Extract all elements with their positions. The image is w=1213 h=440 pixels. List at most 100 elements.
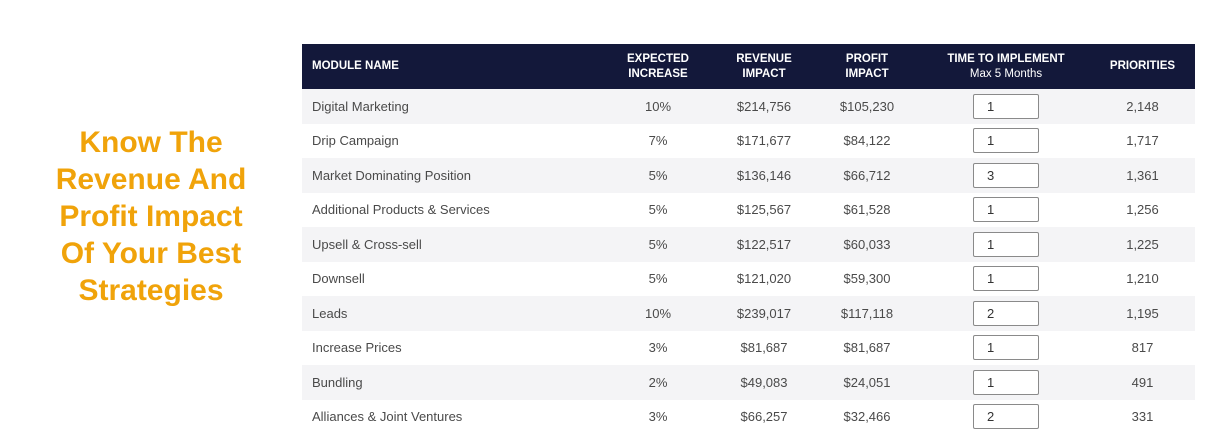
priority-cell: 1,195 bbox=[1126, 305, 1159, 321]
strategy-impact-table: MODULE NAME EXPECTED INCREASE REVENUE IM… bbox=[302, 44, 1195, 434]
time-to-implement-input[interactable]: 1 bbox=[973, 128, 1039, 154]
headline-line: Profit Impact bbox=[59, 200, 243, 233]
revenue-impact-cell: $66,257 bbox=[740, 409, 788, 425]
table-row: Market Dominating Position 5% $136,146 $… bbox=[302, 158, 1195, 193]
priority-cell: 1,361 bbox=[1126, 167, 1159, 183]
strategy-table-container: MODULE NAME EXPECTED INCREASE REVENUE IM… bbox=[302, 44, 1195, 434]
priority-cell: 331 bbox=[1131, 409, 1154, 425]
profit-impact-cell: $117,118 bbox=[840, 305, 894, 321]
time-to-implement-cell: 1 bbox=[922, 124, 1090, 159]
time-to-implement-cell: 2 bbox=[922, 296, 1090, 331]
module-name-cell: Leads bbox=[312, 305, 348, 321]
headline-line: Know The bbox=[79, 126, 223, 159]
expected-increase-cell: 3% bbox=[648, 340, 668, 356]
column-header-label: MODULE NAME bbox=[312, 60, 399, 72]
priority-cell: 2,148 bbox=[1126, 98, 1159, 114]
revenue-impact-cell: $49,083 bbox=[740, 374, 788, 390]
headline-line: Revenue And bbox=[55, 163, 247, 196]
column-header-revenue-impact: REVENUE IMPACT bbox=[716, 44, 812, 89]
expected-increase-cell: 10% bbox=[644, 305, 672, 321]
column-header-label: PROFIT bbox=[845, 52, 889, 65]
time-to-implement-input[interactable]: 1 bbox=[973, 266, 1039, 292]
profit-impact-cell: $61,528 bbox=[843, 202, 891, 218]
column-header-priorities: PRIORITIES bbox=[1090, 44, 1195, 89]
column-header-sublabel: Max 5 Months bbox=[969, 67, 1043, 80]
profit-impact-cell: $66,712 bbox=[843, 167, 891, 183]
expected-increase-cell: 10% bbox=[644, 98, 672, 114]
time-to-implement-cell: 1 bbox=[922, 89, 1090, 124]
time-to-implement-cell: 3 bbox=[922, 158, 1090, 193]
expected-increase-cell: 5% bbox=[648, 271, 668, 287]
time-to-implement-input[interactable]: 1 bbox=[973, 93, 1039, 119]
expected-increase-cell: 2% bbox=[648, 374, 668, 390]
headline: Know The Revenue And Profit Impact Of Yo… bbox=[22, 124, 280, 309]
time-to-implement-input[interactable]: 2 bbox=[973, 404, 1039, 430]
priority-cell: 1,717 bbox=[1126, 133, 1159, 149]
table-row: Bundling 2% $49,083 $24,051 1 491 bbox=[302, 365, 1195, 400]
revenue-impact-cell: $239,017 bbox=[736, 305, 792, 321]
time-to-implement-cell: 1 bbox=[922, 262, 1090, 297]
expected-increase-cell: 7% bbox=[648, 133, 668, 149]
module-name-cell: Downsell bbox=[312, 271, 365, 287]
module-name-cell: Upsell & Cross-sell bbox=[312, 236, 422, 252]
module-name-cell: Bundling bbox=[312, 374, 363, 390]
profit-impact-cell: $32,466 bbox=[843, 409, 891, 425]
table-row: Leads 10% $239,017 $117,118 2 1,195 bbox=[302, 296, 1195, 331]
profit-impact-cell: $60,033 bbox=[843, 236, 891, 252]
time-to-implement-input[interactable]: 1 bbox=[973, 369, 1039, 395]
headline-line: Of Your Best bbox=[60, 237, 242, 270]
time-to-implement-input[interactable]: 1 bbox=[973, 335, 1039, 361]
table-row: Increase Prices 3% $81,687 $81,687 1 817 bbox=[302, 330, 1195, 366]
profit-impact-cell: $81,687 bbox=[843, 340, 891, 356]
time-to-implement-cell: 1 bbox=[922, 193, 1090, 228]
module-name-cell: Drip Campaign bbox=[312, 133, 399, 149]
module-name-cell: Market Dominating Position bbox=[312, 167, 471, 183]
time-to-implement-input[interactable]: 2 bbox=[973, 300, 1039, 326]
priority-cell: 1,256 bbox=[1126, 202, 1159, 218]
column-header-label: REVENUE bbox=[736, 52, 792, 65]
column-header-label: TIME TO IMPLEMENT bbox=[947, 52, 1065, 65]
profit-impact-cell: $24,051 bbox=[843, 374, 891, 390]
revenue-impact-cell: $122,517 bbox=[736, 236, 792, 252]
column-header-label: IMPACT bbox=[845, 67, 889, 80]
column-header-profit-impact: PROFIT IMPACT bbox=[812, 44, 922, 89]
revenue-impact-cell: $81,687 bbox=[740, 340, 788, 356]
module-name-cell: Additional Products & Services bbox=[312, 202, 490, 218]
revenue-impact-cell: $136,146 bbox=[736, 167, 792, 183]
time-to-implement-input[interactable]: 1 bbox=[973, 231, 1039, 257]
time-to-implement-cell: 1 bbox=[922, 331, 1090, 366]
column-header-module-name: MODULE NAME bbox=[302, 44, 600, 89]
time-to-implement-input[interactable]: 3 bbox=[973, 162, 1039, 188]
table-row: Digital Marketing 10% $214,756 $105,230 … bbox=[302, 89, 1195, 124]
expected-increase-cell: 5% bbox=[648, 167, 668, 183]
module-name-cell: Alliances & Joint Ventures bbox=[312, 409, 463, 425]
time-to-implement-input[interactable]: 1 bbox=[973, 197, 1039, 223]
module-name-cell: Increase Prices bbox=[312, 340, 402, 356]
priority-cell: 1,210 bbox=[1126, 271, 1159, 287]
profit-impact-cell: $84,122 bbox=[843, 133, 891, 149]
revenue-impact-cell: $125,567 bbox=[736, 202, 792, 218]
column-header-label: PRIORITIES bbox=[1109, 60, 1176, 72]
time-to-implement-cell: 1 bbox=[922, 227, 1090, 262]
priority-cell: 817 bbox=[1131, 340, 1154, 356]
profit-impact-cell: $105,230 bbox=[839, 98, 895, 114]
column-header-time-to-implement: TIME TO IMPLEMENT Max 5 Months bbox=[922, 44, 1090, 89]
time-to-implement-cell: 1 bbox=[922, 365, 1090, 400]
table-row: Upsell & Cross-sell 5% $122,517 $60,033 … bbox=[302, 227, 1195, 262]
time-to-implement-cell: 2 bbox=[922, 400, 1090, 435]
table-header-row: MODULE NAME EXPECTED INCREASE REVENUE IM… bbox=[302, 44, 1195, 89]
table-body: Digital Marketing 10% $214,756 $105,230 … bbox=[302, 89, 1195, 434]
priority-cell: 491 bbox=[1131, 374, 1154, 390]
table-row: Downsell 5% $121,020 $59,300 1 1,210 bbox=[302, 261, 1195, 297]
revenue-impact-cell: $171,677 bbox=[736, 133, 792, 149]
table-header: MODULE NAME EXPECTED INCREASE REVENUE IM… bbox=[302, 44, 1195, 89]
revenue-impact-cell: $214,756 bbox=[736, 98, 792, 114]
profit-impact-cell: $59,300 bbox=[843, 271, 891, 287]
column-header-expected-increase: EXPECTED INCREASE bbox=[600, 44, 716, 89]
headline-line: Strategies bbox=[78, 274, 224, 307]
column-header-label: INCREASE bbox=[628, 67, 688, 80]
expected-increase-cell: 3% bbox=[648, 409, 668, 425]
expected-increase-cell: 5% bbox=[648, 236, 668, 252]
table-row: Additional Products & Services 5% $125,5… bbox=[302, 192, 1195, 228]
table-row: Drip Campaign 7% $171,677 $84,122 1 1,71… bbox=[302, 123, 1195, 159]
